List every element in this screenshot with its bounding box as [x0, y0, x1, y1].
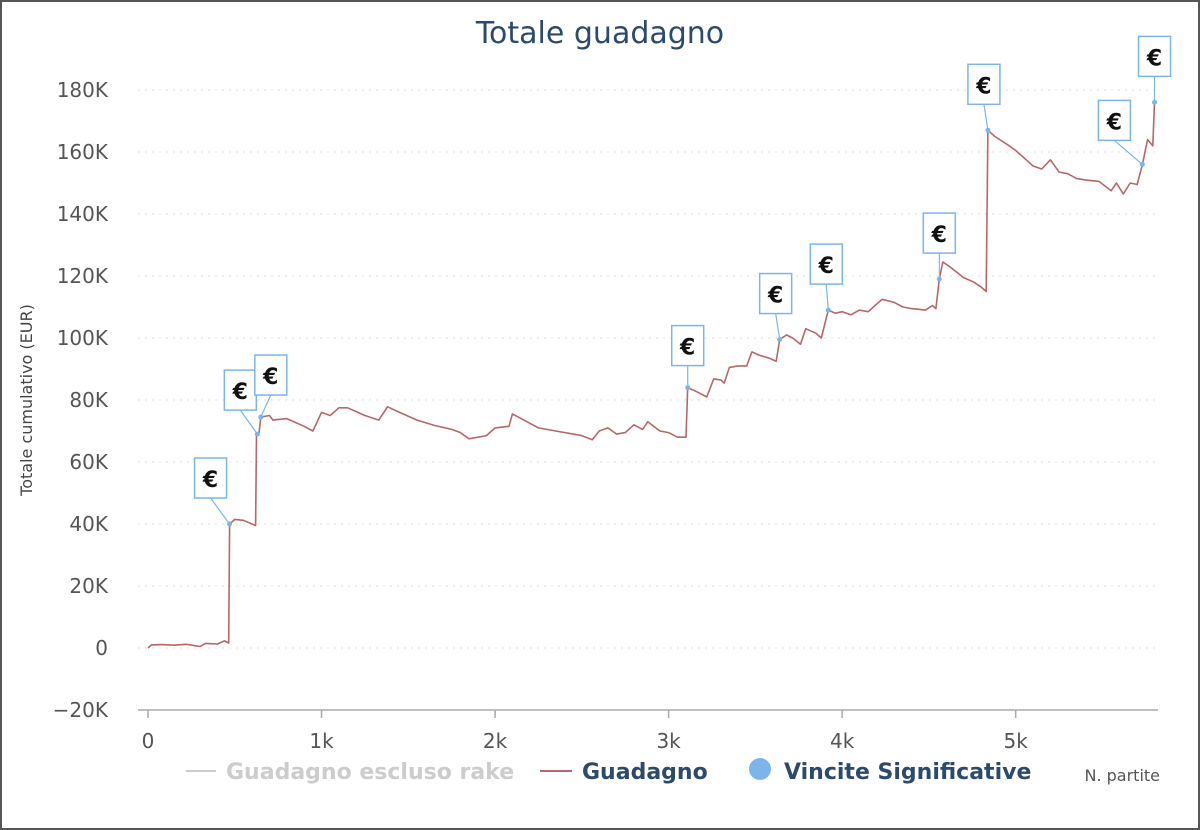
gridlines: [138, 89, 1158, 649]
euro-icon: €: [679, 336, 695, 361]
flag-box: [1097, 99, 1132, 142]
win-point: [985, 127, 991, 133]
x-tick-label: 5k: [1004, 729, 1029, 753]
x-tick-label: 1k: [309, 729, 334, 753]
y-tick-label: 60K: [69, 450, 108, 474]
win-flag: €: [670, 324, 705, 391]
euro-icon: €: [767, 284, 783, 309]
win-flag: €: [758, 272, 793, 343]
x-tick-label: 3k: [656, 729, 681, 753]
x-axis-ticks: 0 1k 2k 3k 4k 5k: [142, 729, 1029, 753]
flag-stem: [1113, 139, 1143, 165]
win-point: [825, 307, 831, 313]
euro-icon: €: [818, 254, 834, 279]
y-tick-label: 40K: [69, 512, 108, 536]
y-tick-label: −20K: [53, 698, 109, 722]
flag-box: [670, 324, 705, 367]
win-flag: €: [223, 369, 260, 437]
flag-box: [223, 369, 258, 411]
win-flag: €: [1097, 99, 1145, 167]
legend: Guadagno escluso rake Guadagno Vincite S…: [186, 758, 1031, 785]
y-tick-label: 100K: [57, 326, 109, 350]
legend-label-guadagno-escluso-rake: Guadagno escluso rake: [226, 760, 514, 785]
y-tick-label: 0: [95, 636, 108, 660]
flag-stem: [825, 284, 829, 311]
win-flag: €: [1137, 35, 1172, 105]
win-point: [258, 414, 264, 420]
euro-icon: €: [202, 468, 218, 493]
y-axis-ticks: −20K 0 20K 40K 60K 80K 100K 120K 140K 160K 180K: [53, 78, 109, 722]
y-axis-label: Totale cumulativo (EUR): [17, 304, 36, 497]
flag-stem: [239, 409, 258, 435]
win-point: [1152, 99, 1158, 105]
plot-area: [147, 102, 1156, 649]
flag-box: [193, 457, 228, 499]
series-line-guadagno: [147, 102, 1156, 649]
flag-box: [809, 243, 844, 285]
x-tick-label: 2k: [483, 729, 508, 753]
legend-label-vincite-significative: Vincite Significative: [784, 760, 1031, 785]
y-tick-label: 120K: [57, 264, 109, 288]
legend-item-guadagno[interactable]: Guadagno: [540, 760, 708, 785]
euro-icon: €: [1146, 46, 1162, 71]
win-flag: €: [967, 63, 1001, 133]
flag-box: [967, 63, 1001, 106]
flag-box: [922, 212, 957, 254]
win-point: [254, 431, 260, 437]
win-point: [1139, 161, 1145, 167]
flag-stem: [983, 104, 989, 131]
x-axis-label: N. partite: [1084, 766, 1160, 785]
win-point: [227, 521, 233, 527]
x-tick-label: 0: [142, 729, 155, 753]
significant-win-flags: € € € € € € € € € €: [193, 35, 1172, 527]
flag-box: [254, 354, 288, 396]
flag-box: [758, 272, 793, 315]
x-axis: [138, 709, 1158, 718]
x-tick-label: 4k: [830, 729, 855, 753]
flag-stem: [260, 394, 272, 418]
y-tick-label: 20K: [69, 574, 108, 598]
legend-item-vincite-significative[interactable]: Vincite Significative: [749, 758, 1031, 785]
legend-dot-blue: [749, 758, 771, 780]
win-point: [685, 385, 691, 391]
flag-stem: [775, 313, 781, 340]
win-point: [936, 276, 942, 282]
legend-label-guadagno: Guadagno: [582, 760, 708, 785]
y-tick-label: 140K: [57, 202, 109, 226]
win-point: [777, 337, 783, 343]
flag-stem: [210, 497, 231, 525]
euro-icon: €: [975, 74, 991, 99]
euro-icon: €: [262, 365, 278, 390]
legend-item-guadagno-escluso-rake[interactable]: Guadagno escluso rake: [186, 760, 514, 785]
euro-icon: €: [931, 223, 947, 248]
win-flag: €: [922, 212, 957, 282]
y-tick-label: 80K: [69, 388, 108, 412]
flag-box: [1137, 35, 1172, 78]
euro-icon: €: [1106, 110, 1122, 135]
win-flag: €: [254, 354, 288, 420]
y-tick-label: 180K: [57, 78, 109, 102]
y-tick-label: 160K: [57, 140, 109, 164]
win-flag: €: [193, 457, 233, 527]
win-flag: €: [809, 243, 844, 313]
euro-icon: €: [232, 380, 248, 405]
chart-title: Totale guadagno: [475, 16, 724, 51]
